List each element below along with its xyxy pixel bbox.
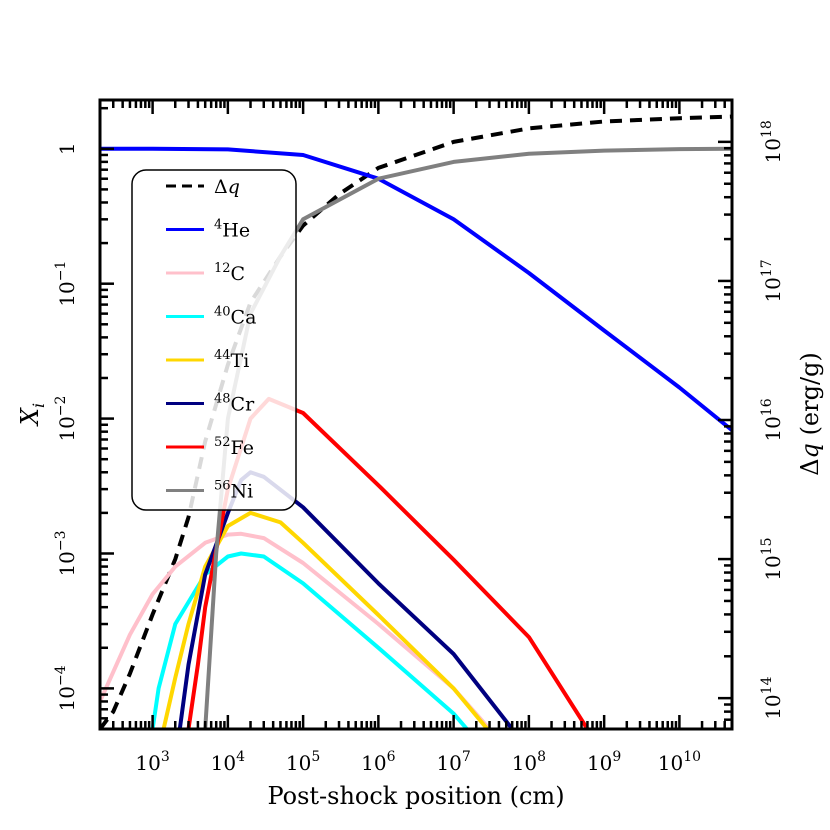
x-tick-label: 107 <box>436 749 470 775</box>
y-tick-label-right: 1018 <box>759 120 785 163</box>
y-tick-label-left: 10−2 <box>53 396 79 442</box>
x-tick-label: 1010 <box>658 749 701 775</box>
y-tick-label-left: 10−4 <box>53 665 79 711</box>
legend-label: 48Cr <box>214 392 255 416</box>
plot-frame <box>98 98 734 731</box>
series-line-ca <box>150 551 469 729</box>
legend-label: 44Ti <box>214 348 249 372</box>
legend-box <box>131 169 297 511</box>
y-tick-label-right: 1017 <box>759 259 785 302</box>
series-line-he <box>100 146 732 432</box>
y-tick-label-left: 10−1 <box>53 261 79 307</box>
x-tick-label: 106 <box>361 749 395 775</box>
legend-label: 52Fe <box>214 435 254 459</box>
legend-label: Δq <box>214 176 240 198</box>
y-tick-label-right: 1015 <box>759 537 785 580</box>
series-line-cr <box>177 470 514 729</box>
legend-label: 4He <box>214 218 250 242</box>
series-line-ti <box>161 510 489 729</box>
y-tick-label-left: 1 <box>55 142 79 155</box>
x-tick-label: 108 <box>512 749 546 775</box>
x-axis-title: Post-shock position (cm) <box>267 782 564 810</box>
y-tick-label-right: 1016 <box>759 398 785 441</box>
y-axis-title-right: Δq (erg/g) <box>796 352 824 476</box>
legend-label: 56Ni <box>214 479 253 503</box>
y-tick-label-right: 1014 <box>759 676 785 719</box>
series-line-c <box>100 531 491 729</box>
x-tick-label: 109 <box>587 749 621 775</box>
y-tick-label-left: 10−3 <box>53 530 79 576</box>
legend-label: 12C <box>214 261 245 285</box>
legend-label: 40Ca <box>214 305 256 329</box>
x-tick-label: 104 <box>211 749 245 775</box>
x-tick-label: 105 <box>286 749 320 775</box>
y-axis-title-left: Xi <box>16 403 48 427</box>
x-tick-label: 103 <box>135 749 169 775</box>
